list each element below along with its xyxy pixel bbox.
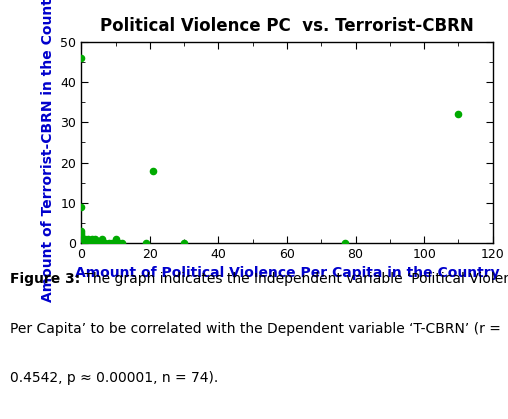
Text: Per Capita’ to be correlated with the Dependent variable ‘T-CBRN’ (r =: Per Capita’ to be correlated with the De…: [10, 322, 501, 336]
Title: Political Violence PC  vs. Terrorist-CBRN: Political Violence PC vs. Terrorist-CBRN: [100, 17, 474, 35]
Point: [94, 240, 103, 246]
Point: [98, 240, 106, 246]
Point: [105, 240, 113, 246]
Point: [77, 204, 85, 210]
Point: [108, 240, 116, 246]
X-axis label: Amount of Political Violence Per Capita in the Country: Amount of Political Violence Per Capita …: [75, 266, 499, 280]
Point: [341, 240, 350, 246]
Point: [98, 235, 106, 242]
Point: [87, 235, 96, 242]
Point: [91, 235, 99, 242]
Point: [112, 235, 120, 242]
Point: [112, 240, 120, 246]
Point: [77, 228, 85, 234]
Point: [115, 240, 123, 246]
Point: [81, 235, 89, 242]
Point: [77, 232, 85, 238]
Point: [87, 240, 96, 246]
Point: [79, 235, 87, 242]
Point: [149, 167, 157, 174]
Point: [82, 240, 90, 246]
Text: 0.4542, p ≈ 0.00001, n = 74).: 0.4542, p ≈ 0.00001, n = 74).: [10, 371, 218, 385]
Point: [180, 240, 188, 246]
Text: Figure 3:: Figure 3:: [10, 272, 80, 286]
Point: [81, 240, 89, 246]
Point: [84, 240, 92, 246]
Point: [94, 238, 103, 244]
Point: [86, 240, 94, 246]
Text: The graph indicates the Independent variable ‘Political Violence: The graph indicates the Independent vari…: [80, 272, 508, 286]
Point: [81, 238, 89, 244]
Point: [142, 240, 150, 246]
Y-axis label: Amount of Terrorist-CBRN in the Country: Amount of Terrorist-CBRN in the Country: [41, 0, 55, 303]
Point: [455, 111, 463, 118]
Point: [77, 230, 85, 236]
Point: [84, 235, 92, 242]
Point: [91, 240, 99, 246]
Point: [77, 54, 85, 61]
Point: [101, 240, 109, 246]
Point: [118, 240, 126, 246]
